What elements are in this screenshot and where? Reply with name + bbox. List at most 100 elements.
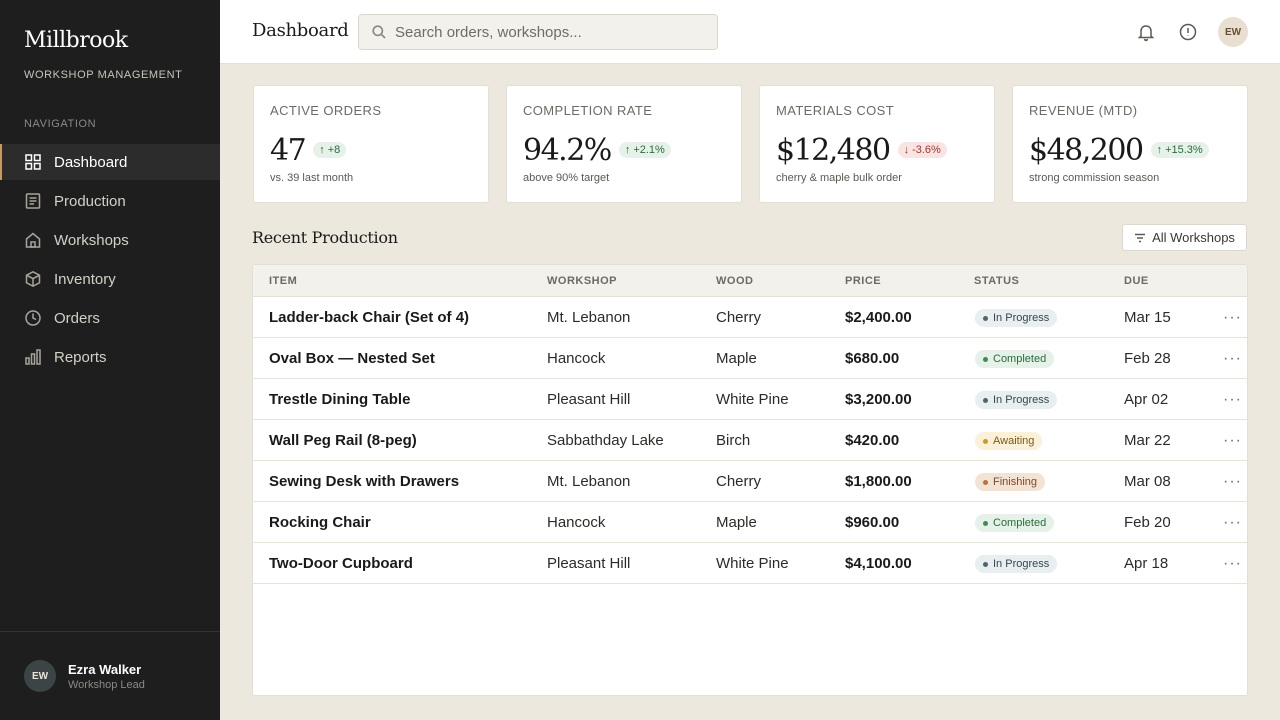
stat-card-materials-cost: MATERIALS COST $12,480 ↓ -3.6% cherry & m… [759, 85, 995, 203]
item-name: Sewing Desk with Drawers [269, 473, 460, 490]
table-row[interactable]: Sewing Desk with Drawers Mt. Lebanon Che… [253, 461, 1247, 502]
status-label: Finishing [993, 476, 1038, 488]
grid-icon [24, 153, 42, 171]
search-input[interactable] [395, 23, 715, 41]
column-header-price[interactable]: PRICE [845, 275, 882, 287]
table-header: ITEM WORKSHOP WOOD PRICE STATUS DUE [253, 265, 1247, 297]
box-icon [24, 270, 42, 288]
stat-delta: +2.1% [633, 144, 665, 156]
table-row[interactable]: Two-Door Cupboard Pleasant Hill White Pi… [253, 543, 1247, 584]
sidebar-item-reports[interactable]: Reports [0, 339, 220, 375]
sidebar-nav: Dashboard Production Workshops Inventory… [0, 144, 220, 378]
table-row[interactable]: Rocking Chair Hancock Maple $960.00 Comp… [253, 502, 1247, 543]
item-name: Two-Door Cupboard [269, 555, 413, 572]
wood-type: Cherry [716, 473, 762, 490]
workshop-name: Pleasant Hill [547, 555, 631, 572]
arrow-up-icon: ↑ [624, 144, 631, 156]
price: $1,800.00 [845, 473, 912, 490]
sidebar-item-label: Dashboard [54, 153, 128, 171]
user-name: Ezra Walker [68, 661, 142, 677]
item-name: Rocking Chair [269, 514, 371, 531]
status-label: In Progress [993, 312, 1050, 324]
item-name: Wall Peg Rail (8-peg) [269, 432, 417, 449]
column-header-item[interactable]: ITEM [269, 275, 298, 287]
bar-chart-icon [24, 348, 42, 366]
workshop-name: Hancock [547, 514, 606, 531]
stat-label: MATERIALS COST [776, 103, 895, 118]
workshop-name: Hancock [547, 350, 606, 367]
column-header-status[interactable]: STATUS [974, 275, 1020, 287]
stat-note: above 90% target [523, 172, 610, 184]
column-header-due[interactable]: DUE [1124, 275, 1149, 287]
stat-value: $48,200 [1029, 132, 1144, 168]
table-row[interactable]: Wall Peg Rail (8-peg) Sabbathday Lake Bi… [253, 420, 1247, 461]
wood-type: White Pine [716, 555, 789, 572]
stat-note: cherry & maple bulk order [776, 172, 902, 184]
sidebar-item-production[interactable]: Production [0, 183, 220, 219]
wood-type: Birch [716, 432, 751, 449]
status-badge: In Progress [975, 555, 1058, 573]
stat-delta: +8 [327, 144, 341, 156]
more-options-icon[interactable]: ··· [1223, 555, 1242, 572]
status-label: Completed [993, 517, 1047, 529]
stat-value: $12,480 [776, 132, 891, 168]
search-icon [371, 24, 387, 40]
more-options-icon[interactable]: ··· [1223, 350, 1242, 367]
bell-icon[interactable] [1136, 22, 1156, 42]
status-label: Completed [993, 353, 1047, 365]
stat-note: strong commission season [1029, 172, 1160, 184]
price: $4,100.00 [845, 555, 912, 572]
sidebar-item-dashboard[interactable]: Dashboard [0, 144, 220, 180]
arrow-up-icon: ↑ [319, 144, 325, 156]
workshop-name: Sabbathday Lake [547, 432, 664, 449]
document-icon [24, 192, 42, 210]
status-badge: Completed [975, 514, 1055, 532]
wood-type: White Pine [716, 391, 789, 408]
status-label: Awaiting [993, 435, 1035, 447]
workshop-name: Mt. Lebanon [547, 309, 631, 326]
item-name: Trestle Dining Table [269, 391, 411, 408]
filter-label: All Workshops [1152, 230, 1235, 245]
more-options-icon[interactable]: ··· [1223, 473, 1242, 490]
column-header-workshop[interactable]: WORKSHOP [547, 275, 617, 287]
sidebar-item-workshops[interactable]: Workshops [0, 222, 220, 258]
price: $960.00 [845, 514, 900, 531]
table-row[interactable]: Ladder-back Chair (Set of 4) Mt. Lebanon… [253, 297, 1247, 338]
price: $3,200.00 [845, 391, 912, 408]
page-title: Dashboard [252, 20, 349, 41]
column-header-wood[interactable]: WOOD [716, 275, 754, 287]
due-date: Apr 02 [1124, 391, 1169, 408]
workshop-name: Mt. Lebanon [547, 473, 631, 490]
stat-note: vs. 39 last month [270, 172, 354, 184]
stat-delta-badge: ↓ -3.6% [897, 142, 947, 158]
avatar[interactable]: EW [1218, 17, 1248, 47]
sidebar-item-inventory[interactable]: Inventory [0, 261, 220, 297]
more-options-icon[interactable]: ··· [1223, 432, 1242, 449]
brand-subtitle: WORKSHOP MANAGEMENT [24, 69, 183, 81]
avatar: EW [24, 660, 56, 692]
user-profile[interactable]: EW Ezra Walker Workshop Lead [0, 631, 220, 720]
workshop-filter-button[interactable]: All Workshops [1122, 224, 1247, 251]
sidebar-item-orders[interactable]: Orders [0, 300, 220, 336]
sidebar-item-label: Production [54, 192, 126, 210]
status-label: In Progress [993, 394, 1050, 406]
stat-card-active-orders: ACTIVE ORDERS 47 ↑ +8 vs. 39 last month [253, 85, 489, 203]
sidebar-item-label: Reports [54, 348, 107, 366]
stat-label: ACTIVE ORDERS [270, 103, 382, 118]
brand-logo[interactable]: Millbrook [24, 28, 128, 53]
user-info: Ezra Walker Workshop Lead [68, 662, 145, 691]
more-options-icon[interactable]: ··· [1223, 309, 1242, 326]
clock-icon [24, 309, 42, 327]
more-options-icon[interactable]: ··· [1223, 514, 1242, 531]
status-badge: In Progress [975, 309, 1058, 327]
more-options-icon[interactable]: ··· [1223, 391, 1242, 408]
table-row[interactable]: Oval Box — Nested Set Hancock Maple $680… [253, 338, 1247, 379]
due-date: Mar 08 [1124, 473, 1171, 490]
production-table: ITEM WORKSHOP WOOD PRICE STATUS DUE Ladd… [252, 264, 1248, 696]
due-date: Feb 28 [1124, 350, 1171, 367]
item-name: Oval Box — Nested Set [269, 350, 435, 367]
item-name: Ladder-back Chair (Set of 4) [269, 309, 470, 326]
alert-circle-icon[interactable] [1178, 22, 1198, 42]
table-row[interactable]: Trestle Dining Table Pleasant Hill White… [253, 379, 1247, 420]
arrow-up-icon: ↑ [1156, 144, 1163, 156]
